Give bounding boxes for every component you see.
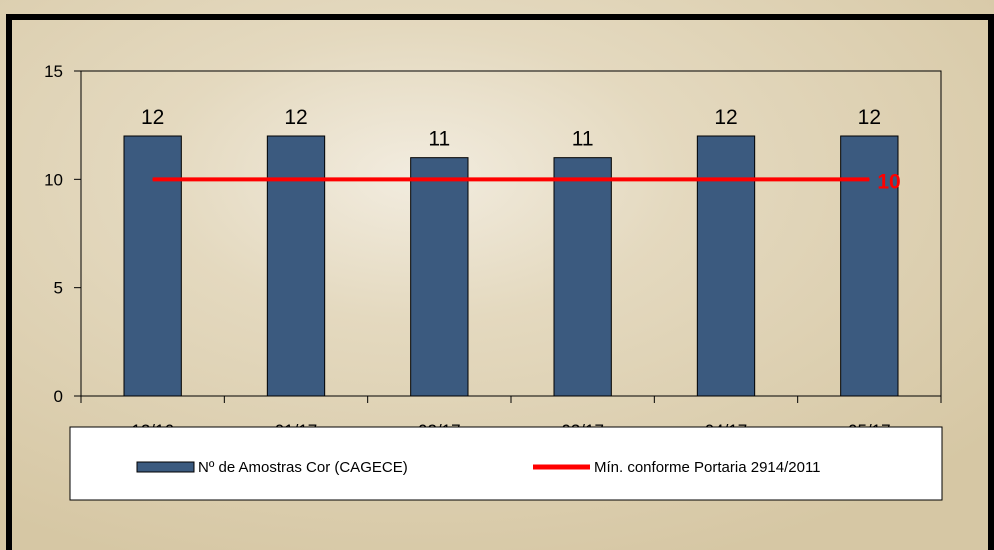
minimum-line-point (438, 178, 440, 180)
bar-02-17 (410, 157, 469, 397)
bar-value-label: 12 (714, 106, 737, 129)
legend-line-label: Mín. conforme Portaria 2914/2011 (594, 459, 821, 476)
bar-value-label: 11 (428, 128, 450, 151)
bar-data-labels: 12 12 11 11 12 12 (141, 106, 881, 151)
y-tick-label: 10 (44, 170, 63, 189)
y-tick-label: 15 (44, 62, 63, 81)
bar-value-label: 12 (141, 106, 164, 129)
minimum-line-point (582, 178, 584, 180)
bar-value-label: 12 (858, 106, 881, 129)
minimum-line-point (295, 178, 297, 180)
bar-04-17 (696, 135, 756, 397)
legend-bar-swatch (136, 461, 195, 473)
y-axis: 0 5 10 15 (44, 62, 81, 406)
bar-value-label: 11 (572, 128, 594, 151)
y-tick-label: 0 (54, 387, 63, 406)
minimum-line-end-label: 10 (877, 170, 900, 193)
bar-value-label: 12 (284, 106, 307, 129)
bar-03-17 (553, 157, 612, 397)
minimum-line-point (152, 178, 154, 180)
bar-12-16 (123, 135, 182, 397)
y-tick-label: 5 (54, 279, 63, 298)
line-series: 10 (152, 170, 901, 193)
legend-bar-label: Nº de Amostras Cor (CAGECE) (198, 459, 408, 476)
minimum-line-point (725, 178, 727, 180)
bar-01-17 (266, 135, 326, 397)
legend-box (69, 426, 943, 501)
minimum-line-point (868, 178, 870, 180)
